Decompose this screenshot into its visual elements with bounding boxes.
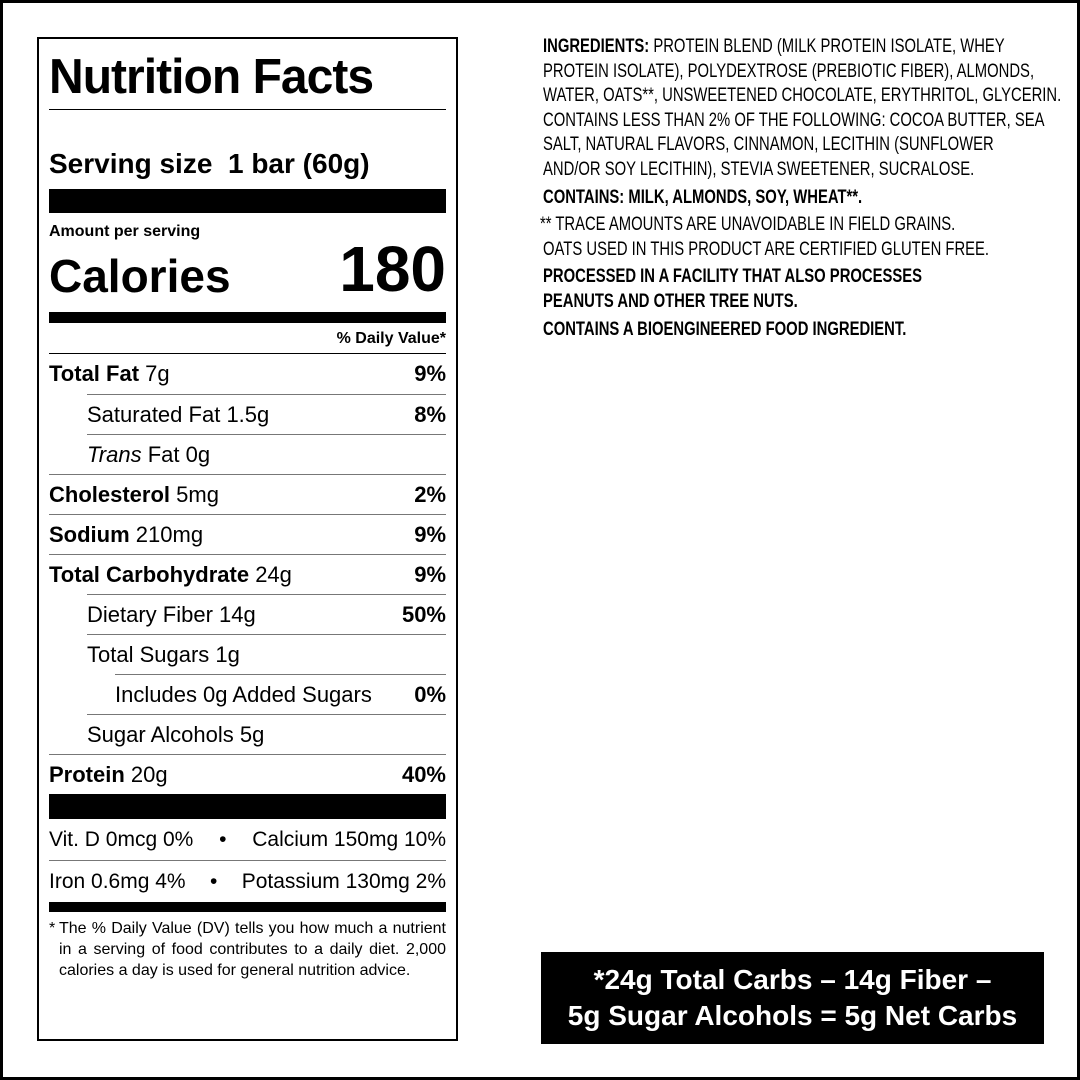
nutrient-name: Dietary Fiber 14g: [87, 601, 256, 627]
nutrient-row: Sodium 210mg 9%: [49, 514, 446, 554]
allergen-text: CONTAINS: MILK, ALMONDS, SOY, WHEAT**.: [543, 185, 863, 208]
nutrient-row: Dietary Fiber 14g 50%: [87, 594, 446, 634]
daily-value-percent: 9%: [414, 361, 446, 386]
thick-divider: [49, 794, 446, 819]
vitamin-row: Iron 0.6mg 4% • Potassium 130mg 2%: [49, 860, 446, 902]
footnote-star: *: [49, 920, 56, 937]
ingredients-label: INGREDIENTS:: [543, 35, 650, 57]
nutrient-row: Includes 0g Added Sugars 0%: [115, 674, 446, 714]
nutrient-name: Total Sugars 1g: [87, 641, 240, 667]
trace-note-line: OATS USED IN THIS PRODUCT ARE CERTIFIED …: [543, 237, 990, 260]
vitamin-right: Calcium 150mg 10%: [252, 827, 446, 851]
daily-value-percent: 2%: [414, 481, 446, 507]
nutrient-rows: Total Fat 7g 9% Saturated Fat 1.5g 8% Trans …: [49, 354, 446, 794]
nutrient-name: Trans Fat 0g: [87, 441, 211, 467]
ingredients-text: PROTEIN BLEND (MILK PROTEIN ISOLATE, WHE…: [649, 35, 1005, 57]
nutrient-amount: 7g: [145, 361, 170, 386]
divider: [49, 109, 446, 110]
ingredients-line: SALT, NATURAL FLAVORS, CINNAMON, LECITHI…: [543, 133, 994, 156]
calories-value: 180: [339, 233, 446, 305]
vitamin-left: Iron 0.6mg 4%: [49, 869, 186, 893]
serving-size: Serving size 1 bar (60g): [49, 148, 370, 179]
daily-value-header: % Daily Value*: [49, 323, 446, 354]
footnote: * The % Daily Value (DV) tells you how m…: [49, 918, 446, 981]
calories-row: Calories 180: [49, 237, 446, 302]
facility-text: PEANUTS AND OTHER TREE NUTS.: [543, 289, 798, 312]
ingredients-line: CONTAINS LESS THAN 2% OF THE FOLLOWING: …: [543, 108, 1045, 131]
bioengineered-text: CONTAINS A BIOENGINEERED FOOD INGREDIENT…: [543, 317, 907, 340]
facility-text: PROCESSED IN A FACILITY THAT ALSO PROCES…: [543, 265, 923, 288]
ingredients-line: WATER, OATS**, UNSWEETENED CHOCOLATE, ER…: [543, 84, 1062, 107]
allergen-statement: CONTAINS: MILK, ALMONDS, SOY, WHEAT**.: [543, 185, 1060, 210]
ingredients-line: INGREDIENTS: PROTEIN BLEND (MILK PROTEIN…: [543, 34, 1060, 59]
net-carbs-box: *24g Total Carbs – 14g Fiber – 5g Sugar …: [541, 952, 1044, 1044]
daily-value-percent: 8%: [414, 401, 446, 427]
nutrient-amount: 0g: [185, 441, 211, 467]
net-carbs-line: *24g Total Carbs – 14g Fiber –: [593, 964, 992, 995]
net-carbs-line: 5g Sugar Alcohols = 5g Net Carbs: [567, 1000, 1018, 1031]
nutrient-amount: 210mg: [135, 521, 204, 547]
nutrient-amount: 1.5g: [226, 401, 270, 427]
nutrition-title: Nutrition Facts: [49, 50, 374, 104]
vitamin-sep: •: [219, 827, 227, 851]
nutrient-name: Sodium 210mg: [49, 521, 204, 547]
nutrient-name: Sugar Alcohols 5g: [87, 721, 265, 747]
nutrient-name: Protein 20g: [49, 761, 168, 787]
trace-note-line: ** TRACE AMOUNTS ARE UNAVOIDABLE IN FIEL…: [539, 213, 956, 236]
nutrient-name: Includes 0g Added Sugars: [115, 681, 372, 707]
vitamin-right: Potassium 130mg 2%: [241, 869, 446, 893]
nutrient-amount: 5mg: [176, 481, 219, 507]
facility-line: PROCESSED IN A FACILITY THAT ALSO PROCES…: [543, 264, 1060, 289]
medium-divider: [49, 312, 446, 323]
vitamin-rows: Vit. D 0mcg 0% • Calcium 150mg 10% Iron 0.6…: [49, 819, 446, 902]
daily-value-percent: 50%: [401, 601, 446, 627]
nutrient-row: Protein 20g 40%: [49, 754, 446, 794]
medium-divider: [49, 902, 446, 912]
daily-value-percent: 40%: [401, 761, 446, 787]
nutrient-row: Total Carbohydrate 24g 9%: [49, 554, 446, 594]
nutrient-amount: 1g: [215, 641, 240, 667]
calories-label: Calories: [49, 250, 231, 302]
ingredients-line: PROTEIN ISOLATE), POLYDEXTROSE (PREBIOTI…: [543, 59, 1035, 82]
ingredients-line: AND/OR SOY LECITHIN), STEVIA SWEETENER, …: [543, 157, 975, 180]
amount-per-serving: Amount per serving: [49, 223, 201, 240]
daily-value-percent: 9%: [414, 561, 446, 587]
nutrient-row: Total Sugars 1g: [87, 634, 446, 674]
nutrient-amount: 14g: [219, 601, 256, 627]
nutrient-amount: 20g: [130, 761, 168, 787]
vitamin-sep: •: [209, 869, 218, 893]
nutrient-amount: 24g: [255, 561, 292, 587]
thick-divider: [49, 189, 446, 213]
facility-line: PEANUTS AND OTHER TREE NUTS.: [543, 289, 1060, 314]
daily-value-percent: 0%: [414, 681, 446, 707]
nutrient-row: Total Fat 7g 9%: [49, 354, 446, 394]
nutrient-name: Total Carbohydrate 24g: [49, 561, 292, 587]
nutrient-name: Saturated Fat 1.5g: [87, 401, 270, 427]
nutrient-name: Total Fat 7g: [49, 361, 170, 386]
nutrient-row: Cholesterol 5mg 2%: [49, 474, 446, 514]
nutrition-facts-panel: Nutrition Facts Serving size 1 bar (60g)…: [37, 37, 458, 1041]
vitamin-row: Vit. D 0mcg 0% • Calcium 150mg 10%: [49, 819, 446, 860]
nutrient-row: Trans Fat 0g: [87, 434, 446, 474]
footnote-text: The % Daily Value (DV) tells you how muc…: [59, 920, 446, 979]
nutrient-amount: 5g: [239, 721, 265, 747]
nutrient-row: Saturated Fat 1.5g 8%: [87, 394, 446, 434]
nutrient-row: Sugar Alcohols 5g: [87, 714, 446, 754]
ingredients-panel: INGREDIENTS: PROTEIN BLEND (MILK PROTEIN…: [539, 34, 1080, 342]
vitamin-left: Vit. D 0mcg 0%: [49, 827, 194, 851]
nutrient-name: Cholesterol 5mg: [49, 481, 219, 507]
bioengineered-statement: CONTAINS A BIOENGINEERED FOOD INGREDIENT…: [543, 317, 1060, 342]
daily-value-percent: 9%: [414, 521, 446, 547]
